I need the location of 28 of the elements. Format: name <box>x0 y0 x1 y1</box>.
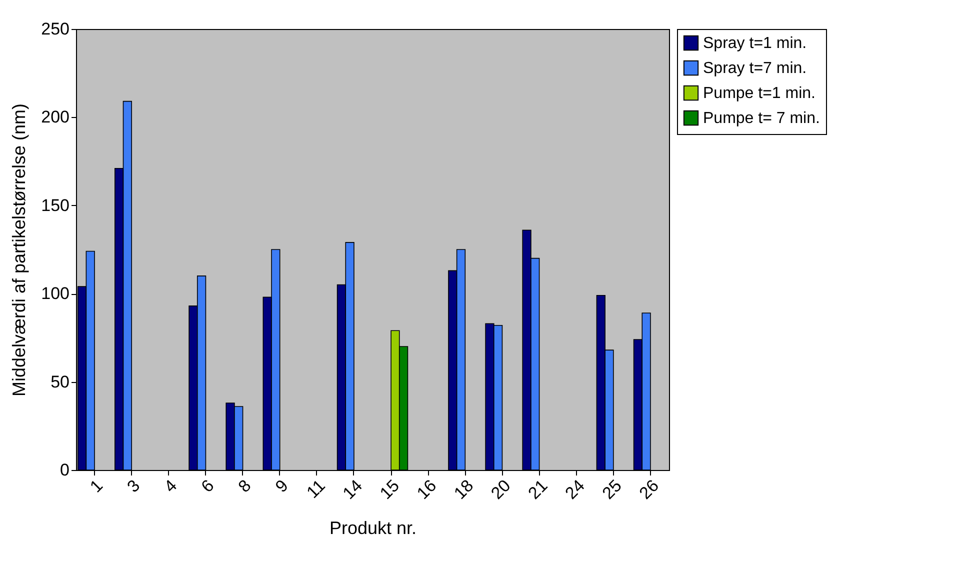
x-axis-title: Produkt nr. <box>329 518 417 538</box>
x-tick-label: 15 <box>376 476 404 503</box>
x-tick-label: 24 <box>562 476 588 503</box>
x-tick-label: 18 <box>450 476 478 503</box>
y-tick-label: 100 <box>41 284 70 304</box>
x-tick-label: 3 <box>123 476 144 496</box>
legend-label: Spray t=1 min. <box>703 35 807 52</box>
x-tick-label: 6 <box>198 476 218 496</box>
x-tick-label: 25 <box>598 476 626 503</box>
y-tick-label: 250 <box>41 20 70 38</box>
y-tick-label: 50 <box>50 372 70 392</box>
x-tick-label: 26 <box>636 476 662 503</box>
x-tick-label: 16 <box>413 476 440 503</box>
x-tick-label: 9 <box>272 476 292 496</box>
y-tick-label: 200 <box>41 108 70 127</box>
x-tick-label: 8 <box>234 476 255 496</box>
y-tick-label: 0 <box>60 460 70 480</box>
legend-label: Pumpe t=1 min. <box>703 85 816 102</box>
x-tick-label: 14 <box>339 476 366 503</box>
legend-label: Spray t=7 min. <box>703 60 807 77</box>
x-tick-label: 4 <box>160 476 181 496</box>
y-tick-label: 150 <box>41 196 70 215</box>
legend-label: Pumpe t= 7 min. <box>703 110 820 127</box>
y-axis-title: Middelværdi af partikelstørrelse (nm) <box>9 103 30 397</box>
x-tick-label: 20 <box>487 476 514 503</box>
x-tick-label: 11 <box>303 476 329 502</box>
x-tick-label: 1 <box>86 476 107 496</box>
x-tick-label: 21 <box>524 476 552 503</box>
